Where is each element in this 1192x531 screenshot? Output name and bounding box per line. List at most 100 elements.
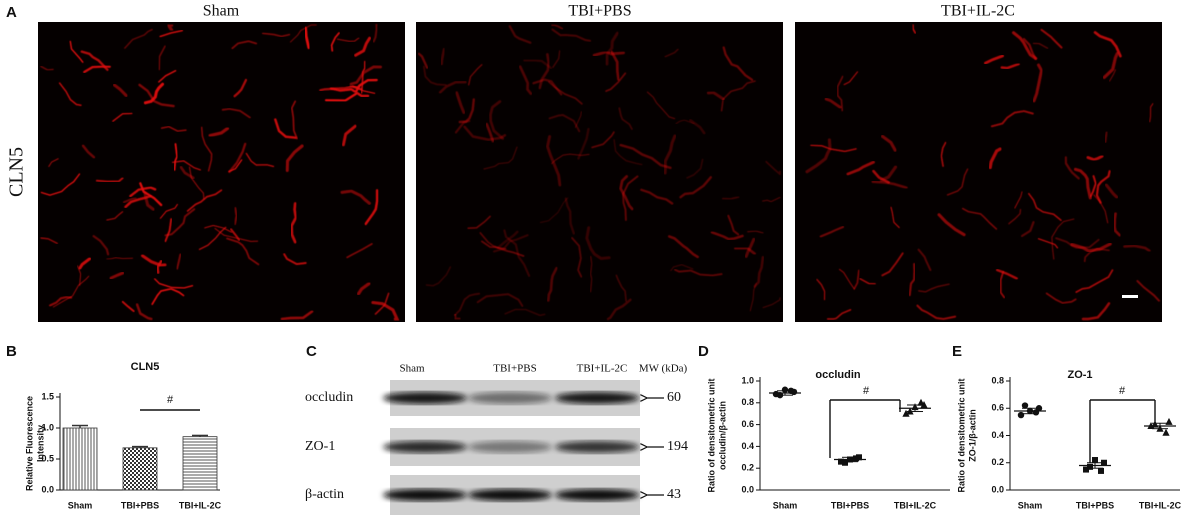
panel-label: D [698,343,709,360]
vessel [667,235,699,259]
vessel [585,226,611,260]
vessel [610,50,620,81]
vessel [364,189,379,226]
vessel [819,225,845,238]
vessel [824,97,842,109]
point [842,459,848,466]
vessel [727,214,740,236]
vessel [816,278,826,301]
vessel [214,227,259,242]
vessel [371,300,400,321]
vessel [423,65,447,86]
vessel [83,65,111,74]
vessel [646,91,676,120]
mw-label: 60 [667,390,681,405]
vessel [591,131,615,149]
point [1021,402,1029,409]
column-title: Sham [203,3,240,20]
vessel [425,266,452,287]
micrograph [416,22,783,322]
point [1165,417,1173,425]
vessel [552,50,561,68]
vessel [160,125,187,132]
charts: B CLN5 Relative Fluorescence Intensity 0.0 0.… [6,343,1182,510]
point [1087,463,1093,470]
vessel [1032,42,1049,49]
y-tick-label: 1.0 [41,422,54,432]
vessel [356,282,371,296]
band [383,392,467,404]
vessel [135,303,153,321]
vessel [280,310,314,321]
vessel [226,237,260,266]
blots: occludin 60 ZO-1 194 β-actin 43 [305,380,688,515]
y-tick-label: 0.8 [741,397,754,407]
vessel [872,169,890,184]
chart-title: occludin [815,369,861,381]
vessel [159,203,178,219]
chart-title: CLN5 [131,361,160,373]
vessel [1032,63,1044,103]
vessel [810,144,857,153]
y-tick-label: 0.2 [991,457,1004,467]
x-tick-label: Sham [68,500,93,510]
vessel [710,231,744,241]
x-tick-label: TBI+IL-2C [894,500,937,510]
vessel [1086,154,1104,162]
vessel [765,160,781,175]
vessel [143,82,165,105]
vessel [165,23,174,32]
vessel [670,264,694,272]
vessel [722,46,754,81]
vessel [329,87,370,98]
panel-label: A [6,4,17,21]
vessel [324,92,358,102]
y-tick-label: 0.0 [741,484,754,494]
vessel [679,176,712,199]
vessel [1073,167,1092,200]
annotation: # [1119,385,1126,397]
y-tick-label: 0.5 [41,453,54,463]
vessel [545,135,562,187]
y-tick-label: 0.2 [741,463,754,473]
annotation: # [167,394,174,406]
vessel [538,53,550,90]
vessel [122,197,137,204]
vessel [539,197,569,224]
vessel [290,202,298,244]
vessel [762,196,781,203]
vessel [274,118,297,139]
vessel [551,153,590,165]
band [468,392,552,404]
lane-label: Sham [399,363,425,375]
vessel [984,54,1004,65]
y-tick-label: 0.6 [991,403,1004,413]
vessel [69,40,84,63]
band [555,392,639,404]
vessel [908,262,916,297]
vessel [1103,131,1109,143]
vessel [846,160,875,176]
vessel [208,126,230,138]
vessel [1104,183,1119,199]
band-label: occludin [305,390,353,405]
x-tick-label: Sham [1018,500,1043,510]
vessel [686,158,704,179]
vessel [706,91,725,101]
vessel [164,218,173,243]
vessel [129,186,157,198]
panel-label: B [6,343,17,360]
vessel [523,59,553,70]
x-tick-label: TBI+PBS [1076,500,1114,510]
vessel [112,112,133,122]
vessel [996,268,1018,280]
vessel [577,127,590,160]
point [1101,459,1107,466]
y-tick-label: 0.6 [741,419,754,429]
vessel [285,144,304,172]
vessel [262,32,291,38]
vessel [151,287,185,306]
point [902,409,910,417]
y-tick-label: 0.8 [991,375,1004,385]
vessel [843,71,859,86]
